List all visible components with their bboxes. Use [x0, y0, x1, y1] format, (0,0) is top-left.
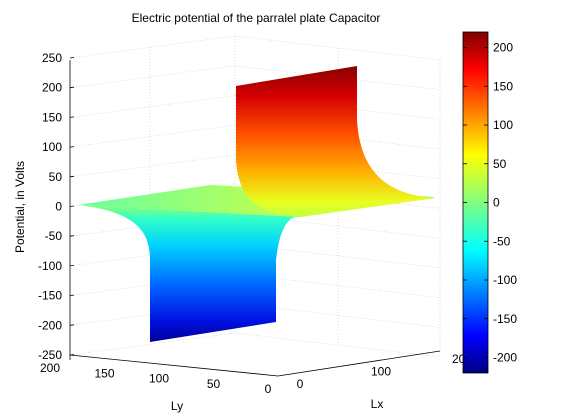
z-tick-mark — [69, 86, 75, 89]
y-axis-ticks: 200 150 100 50 0 — [40, 361, 272, 396]
y-tick-label: 0 — [265, 382, 272, 396]
z-tick-label: -50 — [45, 229, 63, 243]
z-tick-mark — [69, 235, 75, 237]
colorbar-tick-label: 0 — [493, 196, 500, 210]
grid-line — [69, 154, 236, 178]
x-axis-label: Lx — [371, 397, 384, 411]
grid-line — [234, 35, 441, 61]
z-tick-label: -100 — [38, 259, 62, 273]
colorbar-tick-label: -100 — [493, 273, 517, 287]
z-tick-label: 0 — [55, 200, 62, 214]
negative-plate-surface — [78, 205, 300, 342]
colorbar-tick-label: 50 — [493, 157, 507, 171]
colorbar-tick-label: 150 — [493, 79, 513, 93]
axes-frame — [69, 60, 441, 377]
grid-line — [69, 124, 236, 148]
z-tick-mark — [69, 175, 75, 178]
grid-line — [69, 95, 236, 118]
z-tick-label: 200 — [42, 81, 62, 95]
z-tick-label: -200 — [38, 318, 62, 332]
z-tick-mark — [69, 205, 75, 207]
z-tick-label: 150 — [42, 110, 62, 124]
z-tick-label: 100 — [42, 140, 62, 154]
x-tick-label: 100 — [371, 365, 391, 379]
x-tick-label: 0 — [297, 377, 304, 391]
z-axis-label: Potential, in Volts — [13, 161, 27, 253]
z-tick-mark — [69, 354, 75, 356]
grid-line — [69, 35, 236, 59]
z-tick-mark — [69, 294, 75, 296]
y-tick-label: 100 — [149, 372, 169, 386]
y-tick-label: 50 — [207, 377, 221, 391]
z-axis-ticks: 250 200 150 100 50 0 -50 -100 -150 -200 -250 — [38, 51, 75, 362]
positive-plate-surface — [236, 66, 436, 217]
grid-line — [69, 65, 236, 88]
z-tick-label: 50 — [49, 170, 63, 184]
potential-surface — [78, 66, 436, 342]
y-tick-label: 150 — [94, 366, 114, 380]
colorbar-tick-label: 100 — [493, 118, 513, 132]
z-tick-mark — [69, 146, 75, 148]
grid-line — [69, 332, 236, 356]
colorbar: 200 150 100 50 0 -50 -100 -150 -200 — [462, 31, 517, 374]
colorbar-tick-label: -50 — [493, 234, 511, 248]
z-tick-label: -250 — [38, 348, 62, 362]
z-tick-mark — [69, 265, 75, 267]
chart-title: Electric potential of the parralel plate… — [132, 11, 381, 25]
colorbar-tick-label: 200 — [493, 41, 513, 55]
colorbar-ticks: 200 150 100 50 0 -50 -100 -150 -200 — [463, 41, 517, 365]
colorbar-tick-label: -150 — [493, 312, 517, 326]
z-tick-mark — [69, 57, 75, 59]
grid-line — [234, 332, 441, 358]
z-tick-label: 250 — [42, 51, 62, 65]
colorbar-tick-label: -200 — [493, 351, 517, 365]
z-tick-label: -150 — [38, 289, 62, 303]
z-tick-mark — [69, 116, 75, 118]
y-axis-label: Ly — [171, 399, 183, 413]
z-tick-mark — [69, 324, 75, 326]
y-tick-label: 200 — [40, 361, 60, 375]
